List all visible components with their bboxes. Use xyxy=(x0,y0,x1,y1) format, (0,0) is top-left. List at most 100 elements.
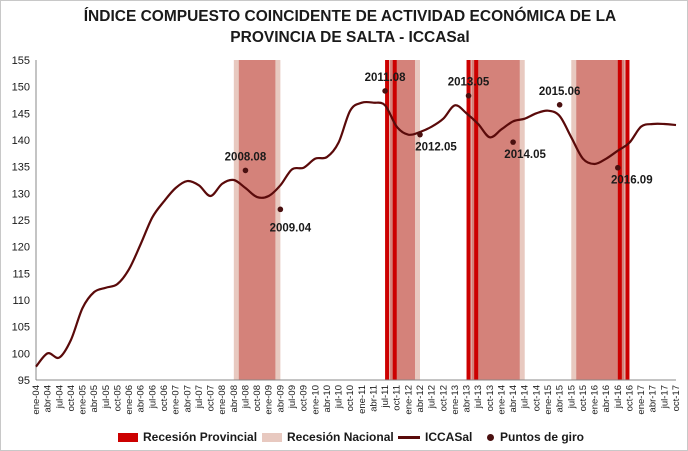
turning-point-label: 2015.06 xyxy=(539,86,581,98)
x-tick-label: abr-12 xyxy=(415,385,426,412)
series-line-iccasal xyxy=(35,100,677,368)
turning-point-label: 2014.05 xyxy=(504,149,546,161)
x-tick-label: oct-10 xyxy=(345,385,356,411)
x-tick-label: abr-14 xyxy=(508,385,519,412)
turning-point-label: 2008.08 xyxy=(225,151,267,163)
x-tick-label: ene-10 xyxy=(310,385,321,415)
turning-point-marker xyxy=(242,167,249,174)
provincial-recession-band-end-1 xyxy=(392,60,397,380)
x-tick-label: ene-07 xyxy=(171,385,182,415)
turning-point-marker xyxy=(382,88,388,94)
x-tick-label: jul-11 xyxy=(380,385,391,409)
legend-swatch-series xyxy=(398,435,420,439)
x-tick-label: ene-08 xyxy=(217,385,228,415)
x-tick-label: ene-05 xyxy=(78,385,89,415)
y-tick-label: 155 xyxy=(12,55,30,67)
x-tick-label: jul-05 xyxy=(101,385,112,409)
y-tick-label: 135 xyxy=(12,162,30,174)
turning-point-marker xyxy=(615,164,621,171)
x-tick-label: oct-05 xyxy=(112,385,123,411)
x-tick-label: ene-09 xyxy=(264,385,275,415)
x-tick-label: jul-14 xyxy=(520,385,531,409)
legend-label-points: Puntos de giro xyxy=(500,430,584,444)
y-tick-label: 95 xyxy=(18,375,30,387)
x-tick-label: abr-09 xyxy=(275,385,286,412)
x-tick-label: jul-06 xyxy=(147,385,158,409)
provincial-recession-band-start-3 xyxy=(617,60,622,380)
legend-swatch-national xyxy=(262,432,282,442)
legend-item-national: Recesión Nacional xyxy=(262,428,394,446)
y-tick-label: 120 xyxy=(12,242,30,254)
y-tick-label: 130 xyxy=(12,188,30,200)
x-tick-label: jul-10 xyxy=(334,385,345,409)
y-tick-label: 105 xyxy=(12,322,30,334)
x-tick-label: oct-04 xyxy=(66,385,77,411)
x-tick-label: abr-05 xyxy=(89,385,100,412)
y-tick-label: 110 xyxy=(12,295,30,307)
turning-point-marker xyxy=(510,139,516,145)
x-tick-label: ene-15 xyxy=(543,385,554,415)
x-tick-label: ene-16 xyxy=(590,385,601,415)
x-tick-label: abr-17 xyxy=(648,385,659,412)
x-tick-label: ene-11 xyxy=(357,385,368,414)
x-tick-label: oct-08 xyxy=(252,385,263,411)
x-tick-label: oct-16 xyxy=(624,385,635,411)
x-tick-label: ene-04 xyxy=(31,385,42,415)
x-tick-label: oct-13 xyxy=(485,385,496,411)
chart-title-line1: ÍNDICE COMPUESTO COINCIDENTE DE ACTIVIDA… xyxy=(83,8,617,25)
legend-swatch-provincial xyxy=(118,432,138,442)
x-tick-label: jul-15 xyxy=(566,385,577,409)
legend-label-series: ICCASal xyxy=(425,430,473,444)
x-tick-label: abr-06 xyxy=(136,385,147,412)
x-tick-label: oct-07 xyxy=(206,385,217,411)
y-tick-label: 100 xyxy=(12,348,30,360)
turning-point-marker xyxy=(465,92,472,99)
turning-point-label: 2012.05 xyxy=(415,142,457,154)
x-tick-label: jul-12 xyxy=(427,385,438,409)
provincial-recession-band-start-2 xyxy=(466,60,471,380)
x-tick-label: jul-13 xyxy=(473,385,484,409)
turning-point-label: 2011.08 xyxy=(365,72,407,84)
x-tick-label: oct-15 xyxy=(578,385,589,411)
turning-point-label: 2013.05 xyxy=(448,77,490,89)
x-tick-label: oct-17 xyxy=(671,385,682,411)
x-tick-label: ene-12 xyxy=(403,385,414,415)
y-tick-label: 145 xyxy=(12,108,30,120)
x-tick-label: ene-14 xyxy=(496,385,507,415)
legend-item-series: ICCASal xyxy=(398,428,472,446)
turning-point-marker xyxy=(556,102,563,108)
x-tick-label: abr-07 xyxy=(182,385,193,412)
national-recession-band-inner-4 xyxy=(576,60,625,380)
turning-point-marker xyxy=(277,206,284,213)
legend-swatch-points xyxy=(487,433,494,441)
x-tick-label: abr-10 xyxy=(322,385,333,412)
provincial-recession-band-end-2 xyxy=(474,60,479,380)
x-tick-label: abr-16 xyxy=(601,385,612,412)
provincial-recession-band-start-1 xyxy=(385,60,390,380)
x-tick-label: ene-06 xyxy=(124,385,135,415)
turning-point-marker xyxy=(417,131,423,138)
legend-item-provincial: Recesión Provincial xyxy=(118,428,257,446)
y-tick-label: 140 xyxy=(12,135,30,147)
provincial-recession-band-end-3 xyxy=(625,60,630,380)
x-tick-label: jul-16 xyxy=(613,385,624,409)
turning-point-label: 2016.09 xyxy=(611,175,653,187)
legend-label-national: Recesión Nacional xyxy=(287,430,394,444)
x-tick-label: oct-14 xyxy=(531,385,542,411)
turning-point-label: 2009.04 xyxy=(270,222,312,234)
x-tick-label: abr-13 xyxy=(462,385,473,412)
x-tick-label: jul-04 xyxy=(54,385,65,409)
x-tick-label: ene-13 xyxy=(450,385,461,415)
legend-item-points: Puntos de giro xyxy=(487,428,584,446)
y-tick-label: 150 xyxy=(12,82,30,94)
chart-legend: Recesión Provincial Recesión Nacional IC… xyxy=(0,428,688,446)
national-recession-band-inner-1 xyxy=(238,60,276,380)
y-tick-label: 125 xyxy=(12,215,30,227)
national-recession-band-inner-3 xyxy=(471,60,520,380)
legend-label-provincial: Recesión Provincial xyxy=(143,430,258,444)
x-tick-label: abr-08 xyxy=(229,385,240,412)
x-tick-label: jul-09 xyxy=(287,385,298,409)
x-tick-label: jul-07 xyxy=(194,385,205,409)
x-tick-label: oct-12 xyxy=(438,385,449,411)
